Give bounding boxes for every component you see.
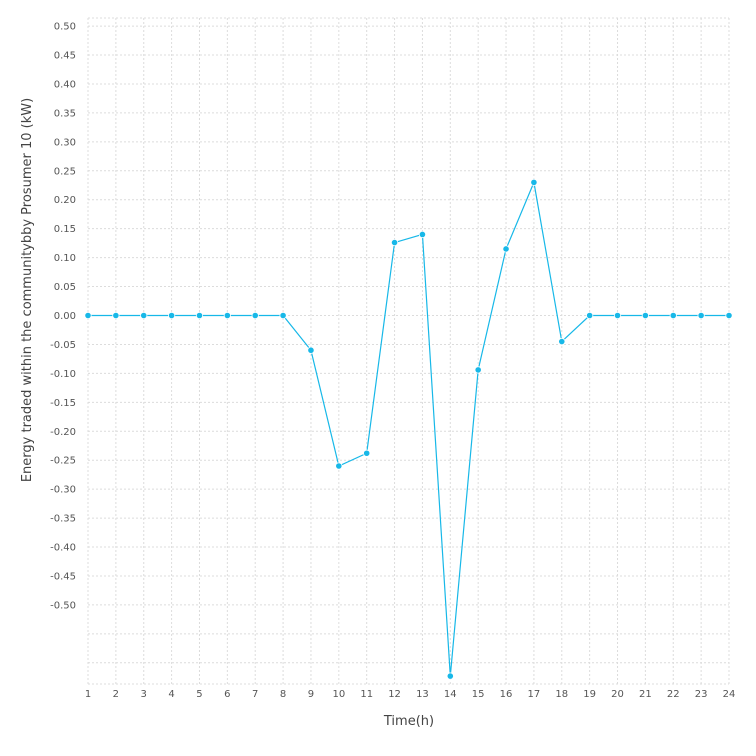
y-tick-label: -0.10 (50, 369, 76, 380)
x-tick-label: 19 (583, 689, 596, 700)
y-tick-label: -0.25 (50, 456, 76, 467)
y-tick-label: 0.30 (54, 137, 76, 148)
data-point (530, 178, 538, 186)
data-point (140, 311, 148, 320)
x-tick-label: 2 (113, 689, 119, 700)
data-point (84, 311, 92, 320)
data-point (641, 311, 649, 320)
x-tick-label: 5 (196, 689, 202, 700)
x-tick-label: 20 (611, 689, 624, 700)
x-tick-label: 9 (308, 689, 314, 700)
data-point (279, 311, 287, 320)
data-point (725, 311, 733, 320)
x-tick-label: 23 (695, 689, 708, 700)
x-tick-label: 14 (444, 689, 457, 700)
data-point (335, 462, 343, 470)
x-tick-label: 7 (252, 689, 258, 700)
x-tick-label: 18 (555, 689, 568, 700)
x-tick-label: 10 (332, 689, 345, 700)
y-tick-label: -0.50 (50, 600, 76, 611)
x-tick-label: 3 (141, 689, 147, 700)
data-point (195, 311, 204, 320)
y-tick-label: 0.20 (54, 195, 76, 206)
x-tick-label: 24 (723, 689, 736, 700)
data-point (613, 311, 622, 320)
data-point (363, 449, 371, 457)
y-tick-label: 0.05 (54, 282, 76, 293)
x-tick-label: 16 (500, 689, 513, 700)
y-tick-label: 0.35 (54, 108, 76, 119)
data-point (669, 311, 677, 320)
data-point (586, 311, 594, 320)
y-tick-label: 0.50 (54, 22, 76, 33)
grid (87, 17, 730, 685)
y-tick-label: 0.40 (54, 79, 76, 90)
x-tick-label: 11 (360, 689, 373, 700)
y-tick-label: -0.15 (50, 398, 76, 409)
y-tick-label: -0.45 (50, 571, 76, 582)
x-tick-label: 12 (388, 689, 401, 700)
y-tick-label: 0.15 (54, 224, 76, 235)
data-point (251, 311, 259, 320)
x-axis-ticks: 1 2 3 4 5 6 7 8 9 10 11 12 13 14 15 16 17 18 19 20 21 22 23 24 (85, 689, 736, 700)
data-point (697, 311, 705, 320)
data-point (446, 672, 454, 680)
data-point (112, 311, 120, 320)
data-point (168, 311, 176, 320)
data-point (558, 337, 566, 346)
x-tick-label: 13 (416, 689, 429, 700)
series-group (84, 178, 733, 680)
x-tick-label: 22 (667, 689, 680, 700)
x-tick-label: 6 (224, 689, 230, 700)
x-tick-label: 17 (528, 689, 541, 700)
x-axis-title: Time(h) (383, 714, 434, 729)
data-point (223, 311, 231, 320)
y-axis-title: Energy traded within the communitybby Pr… (20, 98, 35, 482)
y-axis-ticks: 0.50 0.45 0.40 0.35 0.30 0.25 0.20 0.15 0.10 0.05… (50, 22, 76, 612)
y-tick-label: -0.05 (50, 340, 76, 351)
data-point (418, 230, 427, 239)
y-tick-label: -0.30 (50, 485, 76, 496)
data-point (474, 366, 482, 374)
y-tick-label: 0.45 (54, 51, 76, 62)
x-tick-label: 15 (472, 689, 485, 700)
series-line (88, 180, 729, 677)
y-tick-label: 0.25 (54, 166, 76, 177)
y-tick-label: 0.10 (54, 253, 76, 264)
y-tick-label: -0.40 (50, 543, 76, 554)
x-tick-label: 1 (85, 689, 91, 700)
x-tick-label: 4 (168, 689, 174, 700)
x-tick-label: 8 (280, 689, 286, 700)
y-tick-label: 0.00 (54, 311, 76, 322)
x-tick-label: 21 (639, 689, 652, 700)
data-point (390, 238, 399, 247)
data-point (307, 346, 315, 354)
y-tick-label: -0.20 (50, 427, 76, 438)
y-tick-label: -0.35 (50, 514, 76, 525)
data-point (502, 245, 510, 253)
